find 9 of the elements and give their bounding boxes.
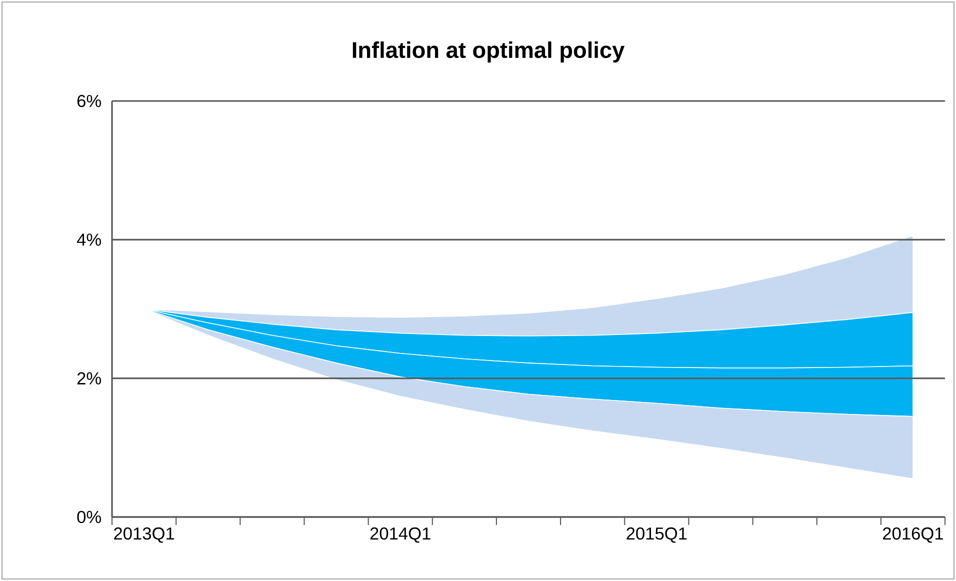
x-tick-label: 2016Q1 (883, 527, 943, 543)
x-tick-label: 2015Q1 (626, 527, 687, 543)
chart-title: Inflation at optimal policy (352, 41, 625, 63)
y-tick-label: 0% (77, 510, 101, 524)
x-tick-label: 2013Q1 (114, 527, 174, 543)
y-tick-label: 4% (76, 234, 101, 246)
y-tick-label: 2% (77, 372, 101, 384)
y-tick-label: 6% (77, 94, 101, 108)
x-tick-label: 2014Q1 (370, 527, 430, 543)
